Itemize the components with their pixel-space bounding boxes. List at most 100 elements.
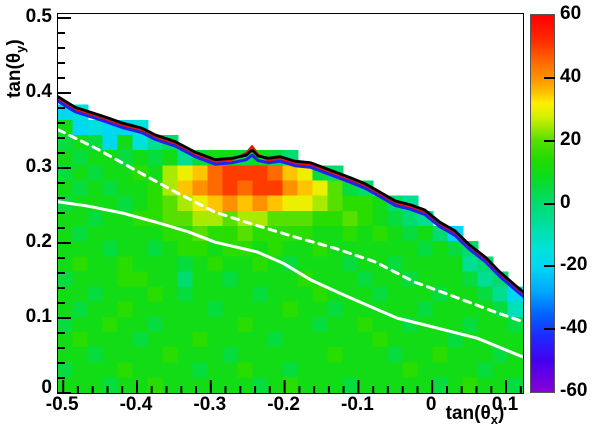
heatmap-cell (327, 347, 344, 363)
colorbar-tick (544, 140, 555, 142)
heatmap-cell (58, 180, 74, 197)
heatmap-cell (222, 271, 239, 288)
heatmap-cell (117, 347, 134, 363)
heatmap-cell (402, 347, 419, 363)
heatmap-cell (387, 316, 404, 333)
heatmap-cell (117, 332, 134, 348)
heatmap-cell (492, 377, 509, 393)
heatmap-cell (252, 195, 269, 212)
heatmap-cell (222, 195, 239, 212)
heatmap-cell (387, 256, 404, 273)
heatmap-cell (237, 286, 254, 303)
heatmap-cell (267, 165, 284, 182)
heatmap-cell (297, 241, 314, 257)
heatmap-cell (192, 362, 209, 379)
heatmap-cell (162, 165, 179, 182)
heatmap-cell (222, 316, 239, 333)
heatmap-cell (342, 225, 359, 242)
heatmap-cell (237, 195, 254, 212)
heatmap-cell (432, 286, 449, 303)
heatmap-cell (462, 316, 479, 333)
heatmap-cell (58, 332, 74, 348)
colorbar-tick-label: 0 (560, 192, 571, 213)
heatmap-cell (252, 271, 269, 288)
heatmap-cell (87, 286, 104, 303)
heatmap-cell (117, 150, 134, 166)
heatmap-cell (267, 271, 284, 288)
heatmap-cell (117, 271, 134, 288)
heatmap-cell (357, 241, 374, 257)
heatmap-cell (357, 286, 374, 303)
heatmap-cell (447, 332, 464, 348)
heatmap-cell (192, 165, 209, 182)
heatmap-cell (87, 225, 104, 242)
heatmap-cell (222, 347, 239, 363)
heatmap-cell (58, 210, 74, 227)
heatmap-cell (492, 286, 509, 303)
heatmap-cell (117, 301, 134, 318)
y-axis-title-subscript: y (13, 45, 28, 53)
heatmap-cell (177, 301, 194, 318)
heatmap-cell (192, 271, 209, 288)
heatmap-cell (117, 241, 134, 257)
heatmap-cell (177, 241, 194, 257)
heatmap-cell (342, 377, 359, 393)
heatmap-cell (72, 347, 89, 363)
heatmap-cell (147, 241, 164, 257)
heatmap-cell (207, 316, 224, 333)
heatmap-cell (372, 377, 389, 393)
heatmap-cell (222, 225, 239, 242)
heatmap-cell (312, 256, 329, 273)
heatmap-cell (417, 332, 434, 348)
heatmap-cell (147, 271, 164, 288)
y-tick-label: 0.5 (25, 5, 52, 27)
heatmap-cell (447, 271, 464, 288)
heatmap-cell (87, 347, 104, 363)
colorbar-tick-label: 20 (560, 129, 582, 150)
heatmap-cell (477, 362, 494, 379)
heatmap-cell (58, 165, 74, 182)
heatmap-cell (102, 195, 119, 212)
heatmap-cell (87, 362, 104, 379)
heatmap-cell (192, 301, 209, 318)
heatmap-cell (207, 195, 224, 212)
heatmap-cell (417, 225, 434, 242)
heatmap-cell (252, 256, 269, 273)
heatmap-cell (132, 271, 149, 288)
heatmap-cell (402, 362, 419, 379)
heatmap-cell (387, 286, 404, 303)
heatmap-cell (282, 347, 299, 363)
heatmap-cell (177, 362, 194, 379)
heatmap-cell (387, 210, 404, 227)
heatmap-cell (252, 377, 269, 393)
heatmap-cell (177, 316, 194, 333)
heatmap-cell (117, 165, 134, 182)
heatmap-cell (237, 256, 254, 273)
heatmap-cell (342, 347, 359, 363)
heatmap-cell (222, 362, 239, 379)
heatmap-cell (132, 241, 149, 257)
heatmap-cell (222, 301, 239, 318)
heatmap-cell (162, 347, 179, 363)
heatmap-cell (387, 347, 404, 363)
heatmap-cell (132, 316, 149, 333)
heatmap-cell (267, 332, 284, 348)
heatmap-cell (58, 271, 74, 288)
heatmap-cell (312, 362, 329, 379)
heatmap-cell (267, 362, 284, 379)
heatmap-cell (447, 362, 464, 379)
heatmap-cell (192, 210, 209, 227)
heatmap-cell (357, 332, 374, 348)
heatmap-cell (312, 332, 329, 348)
heatmap-cell (267, 286, 284, 303)
heatmap-cell (162, 316, 179, 333)
colorbar-tick (544, 203, 555, 205)
heatmap-cell (192, 347, 209, 363)
heatmap-cell (387, 301, 404, 318)
heatmap-cell (402, 286, 419, 303)
heatmap-cell (192, 286, 209, 303)
x-tick-label: 0 (425, 394, 437, 415)
heatmap-cell (222, 377, 239, 393)
heatmap-cell (267, 347, 284, 363)
heatmap-cell (432, 271, 449, 288)
